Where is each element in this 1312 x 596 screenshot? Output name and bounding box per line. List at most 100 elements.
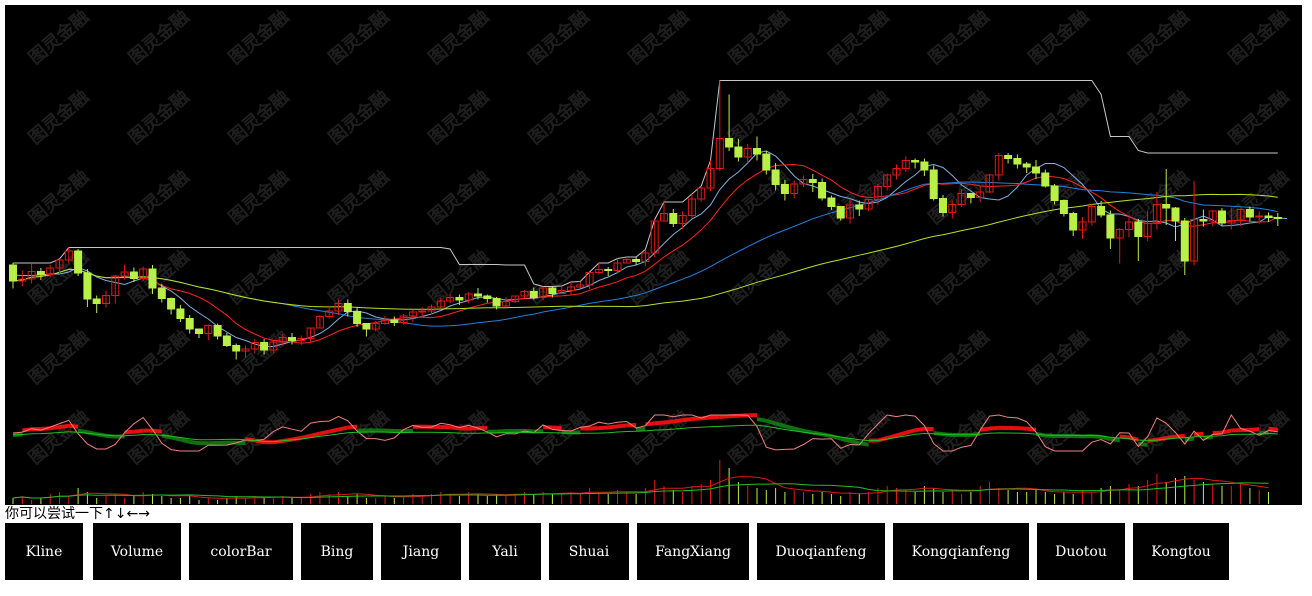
candle-body xyxy=(1134,221,1143,237)
oscillator-band xyxy=(589,426,599,431)
oscillator-band xyxy=(143,428,153,433)
candle-body xyxy=(297,338,306,341)
watermark-text: 图灵金融 xyxy=(1224,86,1293,149)
candle-body xyxy=(855,204,864,210)
kline-button[interactable]: Kline xyxy=(5,523,83,580)
candle-body xyxy=(1171,207,1180,222)
watermark-text: 图灵金融 xyxy=(524,246,593,309)
candle-body xyxy=(678,215,687,224)
candle-body xyxy=(325,310,334,317)
ma-mid-line xyxy=(12,163,1279,344)
oscillator-band xyxy=(1008,425,1018,431)
volume-button[interactable]: Volume xyxy=(93,523,181,580)
candle-body xyxy=(36,271,45,275)
candle-body xyxy=(1004,155,1013,159)
watermark-text: 图灵金融 xyxy=(324,166,393,229)
candle-body xyxy=(446,297,455,302)
candle-body xyxy=(1255,215,1264,218)
fangxiang-button[interactable]: FangXiang xyxy=(637,523,749,580)
oscillator-band xyxy=(673,418,683,424)
watermark-text: 图灵金融 xyxy=(24,326,93,389)
oscillator-band xyxy=(1231,428,1241,433)
candle-body xyxy=(455,297,464,301)
bing-button[interactable]: Bing xyxy=(301,523,373,580)
watermark-text: 图灵金融 xyxy=(1224,6,1293,69)
candle-body xyxy=(74,250,83,274)
oscillator-band xyxy=(338,425,348,432)
watermark-text: 图灵金融 xyxy=(224,6,293,69)
candle-body xyxy=(743,148,752,158)
oscillator-band xyxy=(682,417,692,423)
watermark-text: 图灵金融 xyxy=(424,406,493,469)
candle-body xyxy=(213,325,222,337)
oscillator-band xyxy=(896,430,906,438)
candle-body xyxy=(557,290,566,294)
candle-body xyxy=(55,259,64,269)
watermark-text: 图灵金融 xyxy=(324,246,393,309)
watermark-text: 图灵金融 xyxy=(424,86,493,149)
kline-chart[interactable]: 图灵金融 图灵金融 图灵金融 图灵金融 图灵金融 图灵金融 图灵金融 图灵金融 图灵金融 图灵金融… xyxy=(5,5,1302,505)
candle-body xyxy=(334,303,343,312)
oscillator-panel xyxy=(12,413,1278,452)
oscillator-band xyxy=(989,425,999,431)
watermark-text: 图灵金融 xyxy=(824,166,893,229)
watermark-text: 图灵金融 xyxy=(1224,326,1293,389)
ma-short-line xyxy=(12,150,1288,347)
candle-body xyxy=(957,193,966,205)
candle-body xyxy=(753,148,761,155)
candle-body xyxy=(762,153,771,171)
oscillator-band xyxy=(375,428,385,433)
oscillator-band xyxy=(87,430,97,437)
candle-body xyxy=(315,316,324,329)
candle-body xyxy=(1180,220,1189,262)
stock-chart-panel[interactable]: 图灵金融 图灵金融 图灵金融 图灵金融 图灵金融 图灵金融 图灵金融 图灵金融 图灵金融 图灵金融… xyxy=(5,5,1302,505)
watermark-text: 图灵金融 xyxy=(924,326,993,389)
jiang-button[interactable]: Jiang xyxy=(381,523,461,580)
kongtou-button[interactable]: Kongtou xyxy=(1133,523,1229,580)
candle-body xyxy=(780,184,789,194)
yali-button[interactable]: Yali xyxy=(469,523,541,580)
watermark-text: 图灵金融 xyxy=(1024,6,1093,69)
oscillator-band xyxy=(106,433,116,439)
volume-ma-long-line xyxy=(12,482,1269,499)
shuai-button[interactable]: Shuai xyxy=(549,523,629,580)
duoqianfeng-button[interactable]: Duoqianfeng xyxy=(757,523,885,580)
watermark-text: 图灵金融 xyxy=(924,6,993,69)
candle-body xyxy=(818,182,827,199)
watermark-text: 图灵金融 xyxy=(724,326,793,389)
candle-body xyxy=(846,204,854,219)
oscillator-band xyxy=(905,428,916,435)
candle-body xyxy=(650,220,659,254)
colorbar-button[interactable]: colorBar xyxy=(189,523,293,580)
watermark-text: 图灵金融 xyxy=(924,246,993,309)
oscillator-band xyxy=(850,438,860,446)
volume-ma-line xyxy=(12,476,1269,499)
candle-body xyxy=(1115,229,1124,239)
candle-body xyxy=(167,298,176,310)
watermark-text: 图灵金融 xyxy=(524,166,593,229)
oscillator-band xyxy=(654,420,664,426)
candle-body xyxy=(1208,210,1217,222)
oscillator-band xyxy=(998,425,1009,430)
candle-body xyxy=(1087,206,1096,223)
watermark-text: 图灵金融 xyxy=(324,406,393,469)
oscillator-band xyxy=(189,439,199,446)
oscillator-band xyxy=(59,423,69,430)
oscillator-band xyxy=(794,426,804,433)
oscillator-band xyxy=(1082,434,1092,439)
kongqianfeng-button[interactable]: Kongqianfeng xyxy=(893,523,1029,580)
candle-body xyxy=(1199,219,1208,222)
watermark-text: 图灵金融 xyxy=(624,86,693,149)
candle-body xyxy=(1022,163,1031,168)
oscillator-band xyxy=(571,430,581,435)
duotou-button[interactable]: Duotou xyxy=(1037,523,1125,580)
candle-body xyxy=(985,174,994,193)
candle-body xyxy=(576,284,585,288)
candle-body xyxy=(1125,221,1133,230)
candle-body xyxy=(306,327,315,339)
candle-body xyxy=(1162,204,1171,209)
candle-body xyxy=(613,262,622,271)
candle-body xyxy=(288,337,296,341)
candle-body xyxy=(64,250,73,261)
oscillator-band xyxy=(264,440,274,445)
